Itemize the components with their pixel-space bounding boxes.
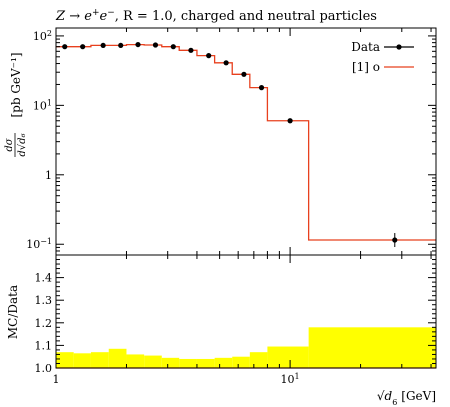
svg-text:[pb GeV⁻¹]: [pb GeV⁻¹]: [9, 52, 23, 117]
data-point: [100, 42, 106, 49]
y-tick-label: 1: [45, 169, 52, 182]
chart-title: Z → e+e−, R = 1.0, charged and neutral p…: [55, 8, 377, 24]
data-point: [241, 71, 247, 77]
ratio-band-bin: [179, 358, 197, 368]
ratio-band-bin: [126, 354, 145, 368]
main-ylabel: dσ d√d₆ [pb GeV⁻¹]: [4, 52, 28, 157]
ratio-band-bin: [73, 353, 91, 368]
ratio-plot-area: [56, 327, 436, 369]
ratio-ylabel: MC/Data: [6, 285, 20, 339]
ratio-band-bin: [161, 357, 180, 368]
ratio-band-bin: [144, 355, 162, 368]
ratio-y-tick-label: 1.3: [35, 294, 53, 307]
ratio-band-bin: [214, 357, 233, 368]
ratio-band-bin: [308, 327, 436, 368]
data-point: [62, 44, 68, 50]
data-point: [258, 85, 265, 91]
ratio-y-tick-label: 1.0: [35, 362, 53, 375]
data-point: [170, 44, 176, 50]
data-point: [287, 118, 293, 124]
y-tick-label: 101: [33, 98, 52, 113]
ratio-band-bin: [267, 346, 309, 368]
data-point: [118, 42, 124, 49]
ratio-band-bin: [249, 352, 268, 368]
x-tick-label: 1: [53, 373, 60, 386]
ratio-frame: [55, 254, 437, 369]
data-point: [206, 53, 212, 59]
legend-marker-data: [396, 44, 402, 50]
main-plot-area: [56, 41, 436, 248]
ratio-y-tick-label: 1.1: [35, 339, 53, 352]
y-tick-label: 10−1: [26, 237, 52, 252]
svg-text:d√d₆: d√d₆: [17, 133, 28, 156]
ratio-band-bin: [90, 352, 109, 368]
ratio-band-bin: [108, 348, 127, 368]
y-tick-label: 102: [33, 28, 52, 43]
data-point: [392, 237, 398, 243]
data-point: [188, 47, 194, 53]
ratio-y-tick-label: 1.4: [35, 272, 53, 285]
x-axis-label: √d6 [GeV]: [377, 389, 436, 407]
mc-step-line: [56, 43, 436, 241]
ratio-band-bin: [56, 352, 74, 368]
legend-label-data: Data: [351, 40, 380, 54]
legend: Data [1] o: [351, 40, 414, 74]
ratio-band-bin: [196, 358, 215, 368]
ratio-band-bin: [232, 356, 250, 368]
data-point: [223, 60, 229, 66]
svg-text:dσ: dσ: [4, 137, 15, 151]
x-tick-label: 101: [281, 372, 300, 387]
data-point: [80, 44, 86, 50]
data-point: [135, 41, 141, 48]
data-point: [152, 42, 159, 48]
legend-label-mc: [1] o: [352, 60, 380, 74]
ratio-y-tick-label: 1.2: [35, 317, 53, 330]
